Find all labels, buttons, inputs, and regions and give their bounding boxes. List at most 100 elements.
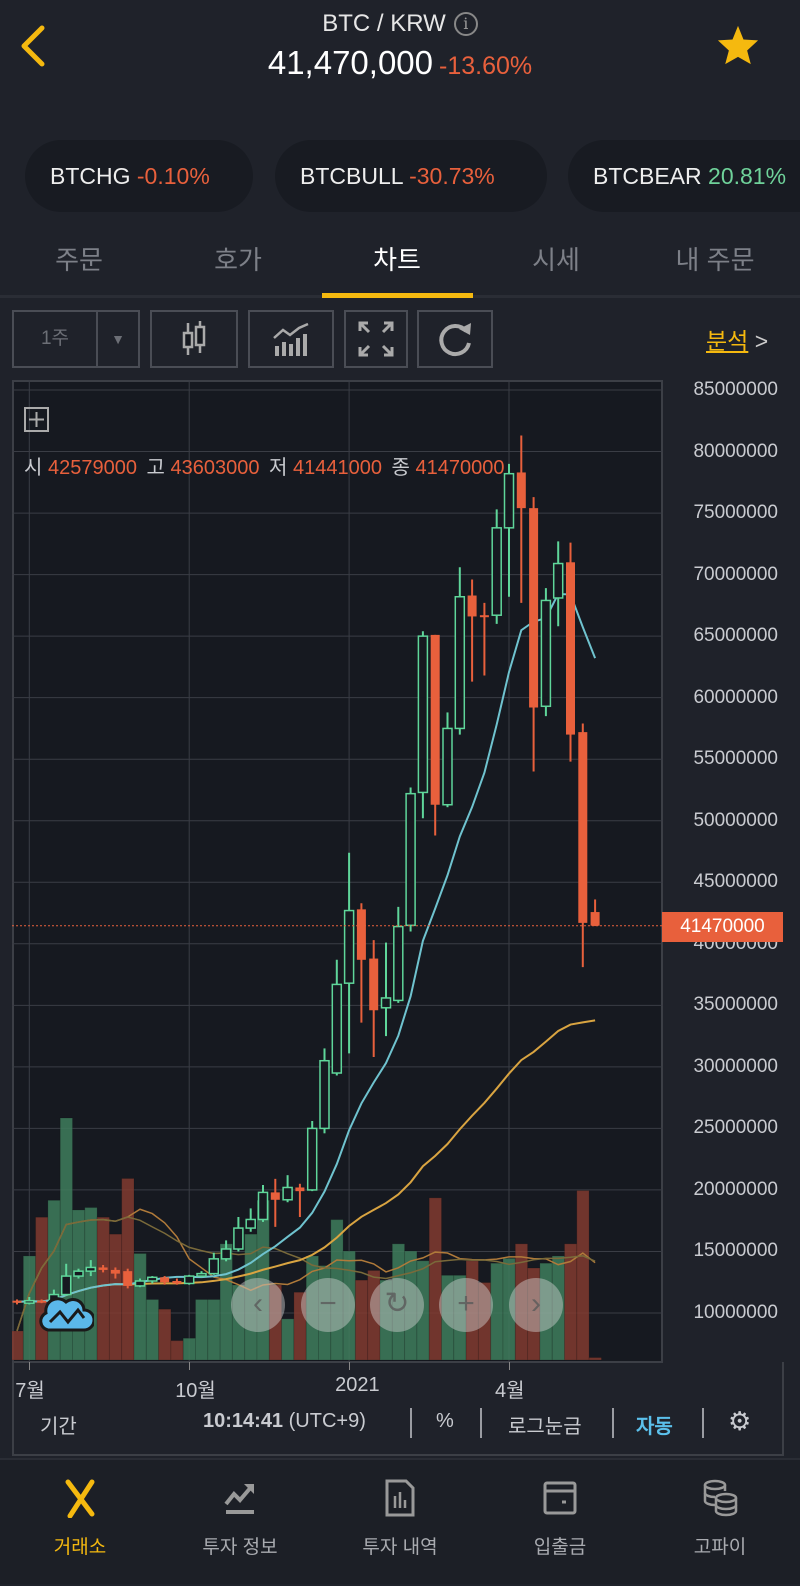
log-scale-toggle[interactable]: 로그눈금 (508, 1416, 582, 1438)
ticker-change: -0.10% (136, 163, 210, 189)
volume-bar (133, 1253, 147, 1361)
y-tick-label: 35000000 (693, 994, 778, 1016)
ticker-chip-btcbear[interactable]: BTCBEAR 20.81% (568, 140, 800, 212)
pair-name: BTC / KRW (322, 10, 446, 37)
price-chart[interactable] (12, 380, 663, 1363)
chart-area[interactable] (12, 380, 663, 1363)
volume-bar (207, 1299, 221, 1361)
candle-body (183, 1275, 195, 1285)
ma-short-line (16, 592, 597, 1303)
volume-bar (490, 1262, 504, 1361)
refresh-button[interactable] (417, 310, 493, 368)
tab-chart[interactable]: 차트 (373, 245, 421, 275)
scroll-right-button[interactable]: › (509, 1278, 563, 1332)
zoom-out-button[interactable]: − (301, 1278, 355, 1332)
nav-label: 투자 정보 (202, 1537, 278, 1558)
candle-body (590, 912, 600, 926)
volume-bar (391, 1243, 406, 1361)
ticker-change: 20.81% (708, 163, 787, 189)
nav-investment-history[interactable]: 투자 내역 (320, 1460, 480, 1586)
low-value: 41441000 (293, 457, 382, 479)
volume-bar (416, 1260, 430, 1361)
crosshair-toggle[interactable] (24, 407, 49, 432)
divider (480, 1408, 482, 1438)
volume-bar (527, 1267, 541, 1361)
candle-body (566, 562, 575, 735)
info-icon[interactable]: i (453, 12, 478, 36)
nav-gopax[interactable]: 고파이 (640, 1460, 800, 1586)
back-button[interactable] (16, 22, 50, 70)
y-tick-label: 65000000 (693, 625, 778, 647)
minus-icon: − (319, 1287, 337, 1320)
nav-investment-info[interactable]: 투자 정보 (160, 1460, 320, 1586)
y-tick-label: 60000000 (693, 686, 778, 708)
candle-body (467, 595, 477, 617)
plus-icon: + (457, 1287, 475, 1320)
interval-value: 1주 (14, 312, 98, 366)
nav-deposit-withdraw[interactable]: 입출금 (480, 1460, 640, 1586)
volume-bar (428, 1197, 443, 1361)
interval-select[interactable]: 1주 ▼ (12, 310, 140, 368)
candle-body (73, 1270, 84, 1277)
tab-orderbook[interactable]: 호가 (214, 245, 262, 275)
chevron-right-icon: › (531, 1287, 541, 1320)
wallet-icon (543, 1481, 577, 1515)
fullscreen-icon (358, 321, 394, 357)
candle-body (319, 1059, 330, 1130)
candle-body (479, 615, 489, 618)
tab-order[interactable]: 주문 (55, 245, 103, 275)
candle-body (233, 1227, 244, 1250)
volume-bar (330, 1219, 344, 1361)
nav-label: 거래소 (53, 1537, 107, 1558)
volume-bar (145, 1299, 160, 1361)
period-button[interactable]: 기간 (40, 1416, 77, 1438)
volume-bar (108, 1233, 123, 1361)
nav-label: 투자 내역 (362, 1537, 438, 1558)
auto-scale-toggle[interactable]: 자동 (636, 1416, 673, 1438)
volume-bar (293, 1291, 307, 1361)
chart-footer (12, 1362, 784, 1456)
favorite-button[interactable] (716, 24, 760, 71)
candle-body (282, 1186, 293, 1201)
active-tab-indicator (322, 293, 473, 298)
x-tick-label: 2021 (335, 1374, 380, 1396)
close-label: 종 (391, 457, 410, 479)
candle-body (196, 1272, 207, 1277)
candle-body (160, 1277, 170, 1283)
price-row: 41,470,000 -13.60% (0, 44, 800, 82)
related-tickers: BTCHG -0.10% BTCBULL -30.73% BTCBEAR 20.… (0, 140, 800, 212)
high-label: 고 (146, 457, 165, 479)
candle-body (98, 1267, 108, 1270)
tab-market[interactable]: 시세 (532, 245, 580, 275)
low-label: 저 (269, 457, 288, 479)
scroll-left-button[interactable]: ‹ (231, 1278, 285, 1332)
candle-body (12, 1300, 22, 1303)
divider (612, 1408, 614, 1438)
percent-toggle[interactable]: % (436, 1410, 454, 1432)
reset-zoom-button[interactable]: ↻ (370, 1278, 424, 1332)
volume-bar (354, 1279, 369, 1361)
y-tick-label: 15000000 (693, 1240, 778, 1262)
x-tick-label: 10월 (175, 1380, 216, 1402)
y-tick-label: 45000000 (693, 871, 778, 893)
candle-body (134, 1280, 146, 1287)
chart-type-button[interactable] (150, 310, 238, 368)
ticker-chip-btcbull[interactable]: BTCBULL -30.73% (275, 140, 547, 212)
volume-bar (281, 1318, 295, 1361)
settings-button[interactable]: ⚙ (728, 1406, 751, 1437)
candle-body (516, 472, 526, 509)
zoom-in-button[interactable]: + (439, 1278, 493, 1332)
candle-body (356, 909, 366, 960)
fullscreen-button[interactable] (344, 310, 408, 368)
ticker-chip-btchg[interactable]: BTCHG -0.10% (25, 140, 253, 212)
tab-my-orders[interactable]: 내 주문 (675, 245, 755, 275)
y-tick-label: 20000000 (693, 1178, 778, 1200)
indicators-button[interactable] (248, 310, 334, 368)
nav-exchange[interactable]: 거래소 (0, 1460, 160, 1586)
divider (702, 1408, 704, 1438)
analysis-link[interactable]: 분석 > (706, 322, 768, 356)
volume-bar (195, 1299, 209, 1361)
ticker-change: -30.73% (409, 163, 495, 189)
volume-bar (576, 1190, 590, 1361)
cloud-logo-icon (39, 1297, 96, 1332)
